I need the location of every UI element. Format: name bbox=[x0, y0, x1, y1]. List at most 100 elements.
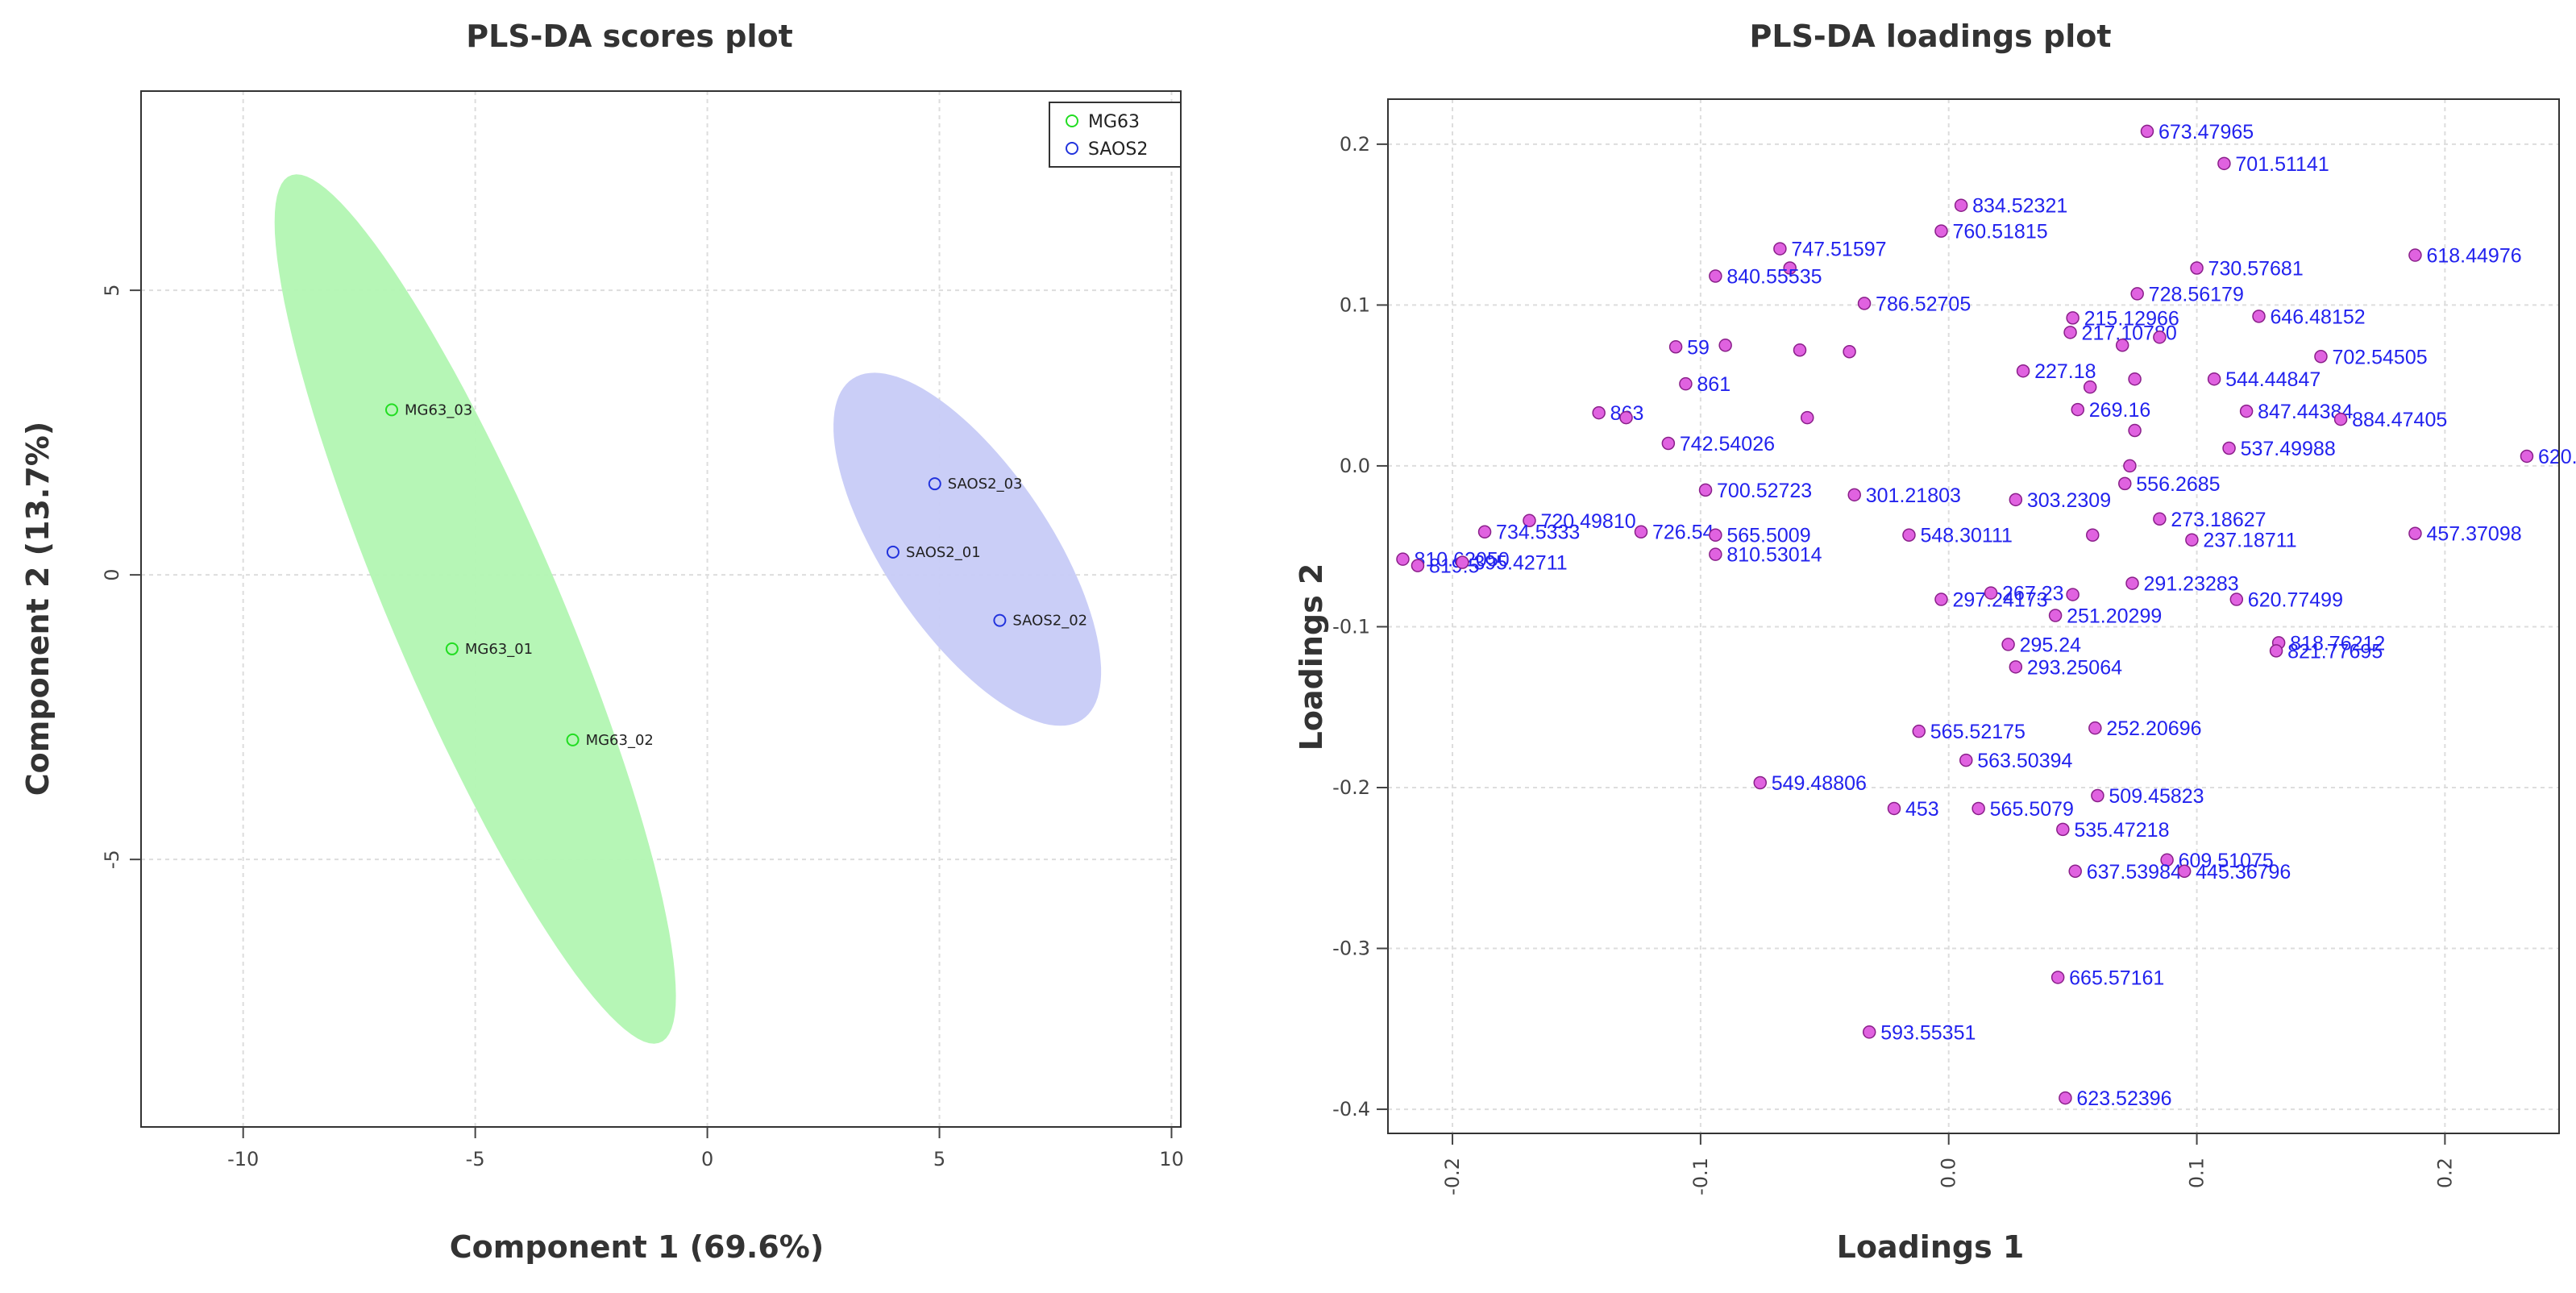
loading-point-label: 565.5009 bbox=[1726, 525, 1810, 547]
loadings-y-tick-label: -0.1 bbox=[1332, 615, 1370, 638]
loading-point bbox=[2128, 423, 2142, 438]
loading-point bbox=[1793, 343, 1807, 357]
loading-point-label: 548.30111 bbox=[1920, 525, 2012, 547]
loading-point-label: 637.53984 bbox=[2087, 861, 2182, 883]
loading-point bbox=[2269, 644, 2283, 658]
loading-point-label: 227.18 bbox=[2034, 360, 2096, 383]
loading-point-label: 720.49810 bbox=[1540, 510, 1635, 533]
loading-point bbox=[2048, 609, 2063, 622]
legend-saos2-label: SAOS2 bbox=[1088, 139, 1148, 160]
loading-point-label: 565.52175 bbox=[1930, 721, 2025, 743]
loading-point bbox=[2066, 588, 2079, 601]
loading-point-label: 818.76212 bbox=[2290, 632, 2385, 655]
loading-point bbox=[1718, 339, 1732, 352]
loading-point bbox=[1661, 436, 1676, 451]
loading-point bbox=[1477, 525, 1492, 538]
loading-point bbox=[2185, 533, 2199, 547]
loading-point bbox=[1634, 525, 1648, 538]
loading-point-label: 701.51141 bbox=[2235, 153, 2329, 176]
loading-point-label: 453 bbox=[1905, 798, 1939, 821]
loading-point-label: 215.12966 bbox=[2084, 307, 2179, 330]
scores-point-label: MG63_03 bbox=[405, 401, 472, 418]
loading-point bbox=[1679, 376, 1693, 391]
loading-point-label: 457.37098 bbox=[2426, 523, 2521, 546]
loading-point bbox=[1396, 552, 1410, 566]
loading-point bbox=[1847, 488, 1861, 502]
legend-saos2-marker bbox=[1066, 142, 1078, 155]
legend-mg63-marker bbox=[1066, 114, 1078, 127]
loading-point-label: 273.18627 bbox=[2171, 509, 2266, 531]
loading-point-label: 549.48806 bbox=[1772, 772, 1867, 795]
loading-point bbox=[2239, 404, 2254, 418]
loading-point-label: 646.48152 bbox=[2271, 306, 2366, 328]
scores-y-tick-label: 5 bbox=[101, 284, 123, 296]
loading-point-label: 267.23 bbox=[2002, 583, 2063, 605]
loadings-points: 673.47965 701.51141 834.52321 760.51815 747.… bbox=[1396, 121, 2576, 1110]
loading-point bbox=[1523, 513, 1536, 528]
loading-point bbox=[2222, 441, 2236, 455]
loading-point-label: 301.21803 bbox=[1866, 484, 1961, 507]
scores-ellipses bbox=[274, 174, 1102, 1044]
loading-point bbox=[1862, 1025, 1876, 1039]
loading-point bbox=[1773, 242, 1787, 256]
loading-point-label: 544.44847 bbox=[2225, 368, 2320, 391]
scores-y-tick-label: 0 bbox=[101, 568, 123, 580]
scores-x-tick-label: -10 bbox=[227, 1148, 259, 1170]
loading-point-label: 665.57161 bbox=[2069, 967, 2164, 989]
loadings-x-tick-label: 0.1 bbox=[2186, 1158, 2208, 1188]
scores-y-axis-title: Component 2 (13.7%) bbox=[20, 422, 56, 796]
loading-point bbox=[2071, 402, 2085, 417]
loading-point bbox=[1954, 198, 1968, 212]
loading-point-label: 702.54505 bbox=[2332, 346, 2427, 368]
loading-point bbox=[2001, 638, 2015, 651]
loadings-x-tick-label: 0.0 bbox=[1938, 1158, 1960, 1188]
loading-point bbox=[2177, 864, 2192, 879]
loading-point-label: 565.5079 bbox=[1990, 798, 2074, 821]
loadings-y-tick-label: 0.2 bbox=[1340, 133, 1370, 156]
loading-point-label: 620.44486 bbox=[2538, 446, 2576, 468]
loading-point bbox=[2050, 971, 2065, 984]
loadings-y-tick-label: 0.1 bbox=[1340, 293, 1370, 316]
loadings-x-tick-label: -0.2 bbox=[1441, 1158, 1464, 1195]
loading-point-label: 747.51597 bbox=[1791, 239, 1886, 261]
loading-point bbox=[1800, 410, 1814, 425]
scores-legend: MG63 SAOS2 bbox=[1049, 102, 1182, 168]
loading-point bbox=[1668, 340, 1683, 354]
loading-point bbox=[2333, 412, 2348, 426]
loading-point-label: 535.47218 bbox=[2074, 819, 2169, 842]
loading-point bbox=[1783, 261, 1797, 275]
loading-point-label: 810.53014 bbox=[1726, 544, 1822, 567]
loading-point bbox=[2190, 261, 2204, 275]
loading-point-label: 509.45823 bbox=[2109, 785, 2204, 808]
loadings-plot-frame bbox=[1387, 98, 2560, 1134]
loading-point bbox=[2083, 380, 2097, 394]
loading-point-label: 297.24173 bbox=[1952, 589, 2047, 612]
loading-point bbox=[2115, 339, 2129, 352]
loadings-x-tick-label: -0.1 bbox=[1689, 1158, 1712, 1195]
loading-point bbox=[1709, 547, 1722, 561]
loading-point bbox=[1971, 801, 1985, 816]
loading-point bbox=[1934, 592, 1948, 606]
loadings-plot-panel: PLS-DA loadings plot 673.47965 701.51141 8… bbox=[1294, 19, 2576, 1265]
loading-point bbox=[2229, 592, 2244, 606]
loading-point-label: 620.77499 bbox=[2248, 589, 2343, 612]
scores-ellipse-saos2 bbox=[833, 372, 1102, 726]
loading-point-label: 537.49988 bbox=[2241, 438, 2336, 460]
loading-point-label: 728.56179 bbox=[2149, 283, 2244, 306]
scores-x-tick-label: 5 bbox=[933, 1148, 945, 1170]
loading-point-label: 593.55351 bbox=[1880, 1021, 1976, 1044]
scores-point-saos2_01 bbox=[886, 545, 900, 559]
loading-point-label: 395.42711 bbox=[1473, 552, 1567, 575]
loading-point-label: 269.16 bbox=[2089, 399, 2150, 422]
loading-point bbox=[2009, 493, 2023, 507]
scores-y-axis: -5 0 5 bbox=[101, 284, 141, 869]
loading-point-label: 609.51075 bbox=[2179, 850, 2274, 872]
loading-point-label: 59 bbox=[1687, 336, 1710, 359]
loading-point bbox=[2130, 287, 2144, 301]
scores-y-tick-label: -5 bbox=[101, 850, 123, 869]
loading-point-label: 760.51815 bbox=[1952, 221, 2047, 243]
scores-point-label: SAOS2_03 bbox=[948, 476, 1023, 493]
loading-point bbox=[1843, 345, 1856, 359]
loading-point-label: 293.25064 bbox=[2027, 656, 2122, 679]
